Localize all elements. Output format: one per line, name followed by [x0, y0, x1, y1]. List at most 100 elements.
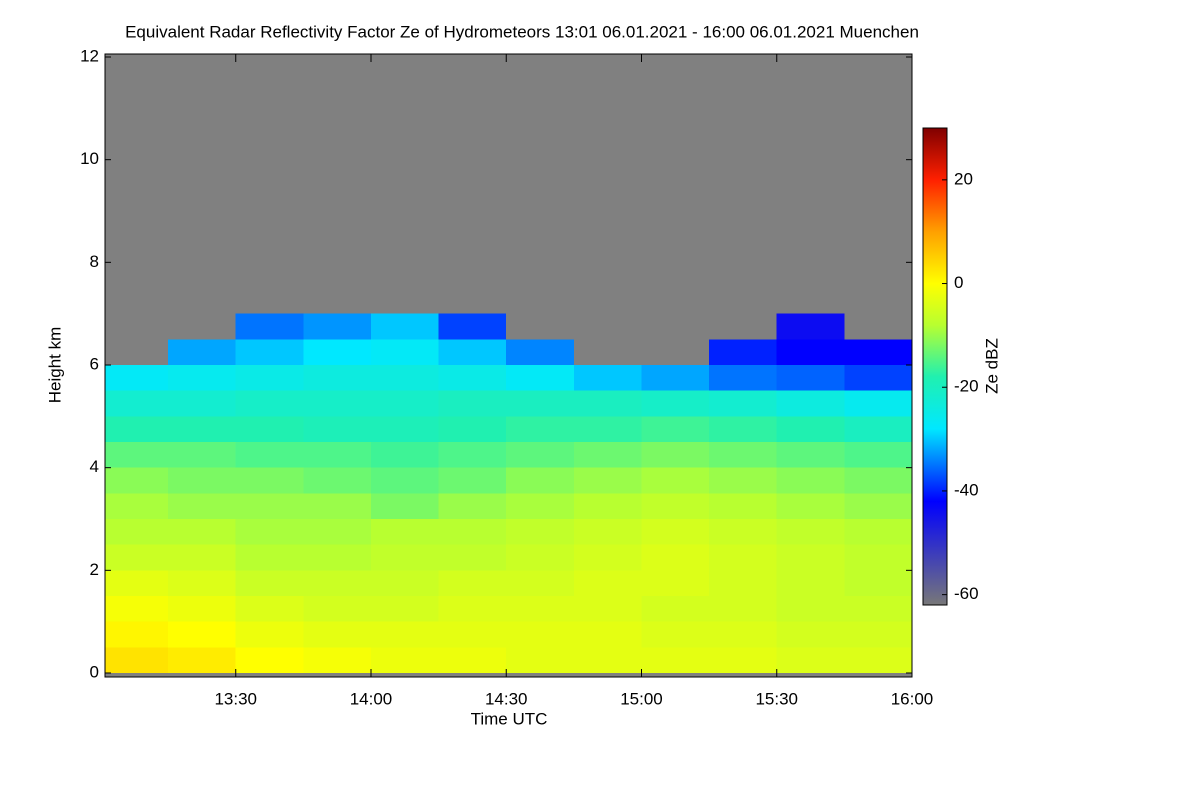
heat-cell — [776, 313, 845, 340]
heat-cell — [506, 442, 574, 468]
heat-cell — [573, 416, 642, 442]
heat-cell — [641, 416, 710, 442]
heat-cell — [168, 365, 236, 391]
heat-cell — [438, 313, 507, 340]
heat-cell — [506, 544, 574, 571]
heat-cell — [105, 467, 169, 494]
heat-cell — [168, 596, 236, 622]
x-tick-label: 16:00 — [891, 689, 934, 708]
heat-cell — [573, 544, 642, 571]
heat-cell — [438, 339, 507, 365]
heat-cell — [105, 519, 169, 545]
heat-cell — [370, 544, 439, 571]
heat-cell — [844, 493, 912, 519]
heat-cell — [370, 390, 439, 417]
heat-cell — [438, 544, 507, 571]
heat-cell — [235, 339, 304, 365]
heat-cell — [641, 647, 710, 673]
heat-cell — [776, 442, 845, 468]
heat-cell — [235, 493, 304, 519]
heat-cell — [506, 339, 574, 365]
heat-cell — [303, 570, 371, 596]
heat-cell — [641, 442, 710, 468]
heat-cell — [438, 647, 507, 673]
colorbar-tick-label: -20 — [954, 377, 979, 396]
colorbar — [922, 127, 948, 606]
heat-cell — [438, 467, 507, 494]
heat-cell — [303, 544, 371, 571]
heat-cell — [573, 519, 642, 545]
colorbar-tick-label: -40 — [954, 480, 979, 499]
heat-cell — [303, 416, 371, 442]
heat-cell — [370, 365, 439, 391]
x-tick-label: 14:00 — [350, 689, 393, 708]
heat-cell — [776, 339, 845, 365]
heat-cell — [844, 621, 912, 648]
heat-cell — [641, 544, 710, 571]
heat-cell — [844, 647, 912, 673]
heat-cell — [370, 570, 439, 596]
heat-cell — [438, 365, 507, 391]
heat-cell — [776, 390, 845, 417]
heat-cell — [105, 493, 169, 519]
heat-cell — [303, 390, 371, 417]
heat-cell — [235, 570, 304, 596]
heat-cell — [370, 519, 439, 545]
heat-cell — [235, 621, 304, 648]
heat-cell — [641, 390, 710, 417]
heat-cell — [776, 544, 845, 571]
colorbar-tick-label: -60 — [954, 584, 979, 603]
heat-cell — [438, 390, 507, 417]
heat-cell — [438, 570, 507, 596]
heat-cell — [168, 647, 236, 673]
heat-cell — [573, 596, 642, 622]
heat-cell — [573, 365, 642, 391]
y-tick-label: 10 — [80, 149, 99, 168]
heat-cell — [303, 467, 371, 494]
y-tick-label: 6 — [90, 354, 99, 373]
heat-cell — [370, 416, 439, 442]
heat-cell — [506, 647, 574, 673]
heat-cell — [235, 390, 304, 417]
heat-cell — [168, 493, 236, 519]
heat-cell — [168, 339, 236, 365]
y-tick-label: 8 — [90, 252, 99, 271]
heat-cell — [105, 416, 169, 442]
colorbar-tick-label: 0 — [954, 273, 963, 292]
heat-cell — [776, 570, 845, 596]
heat-cell — [168, 416, 236, 442]
heat-cell — [370, 621, 439, 648]
heat-cell — [641, 570, 710, 596]
colorbar-label: Ze dBZ — [982, 338, 1001, 394]
heat-cell — [709, 467, 777, 494]
heat-cell — [105, 621, 169, 648]
heat-cell — [303, 621, 371, 648]
heat-cell — [709, 544, 777, 571]
y-tick-label: 2 — [90, 560, 99, 579]
heat-cell — [105, 570, 169, 596]
heat-cell — [168, 390, 236, 417]
heat-cell — [235, 544, 304, 571]
heat-cell — [776, 365, 845, 391]
heat-cell — [303, 313, 371, 340]
colorbar-tick-label: 20 — [954, 169, 973, 188]
heat-cell — [776, 596, 845, 622]
heat-cell — [506, 596, 574, 622]
y-tick-label: 12 — [80, 46, 99, 65]
heat-cell — [235, 416, 304, 442]
heat-cell — [709, 519, 777, 545]
heat-cell — [438, 596, 507, 622]
heat-cell — [506, 365, 574, 391]
heat-cell — [641, 467, 710, 494]
heat-cell — [844, 467, 912, 494]
heat-cell — [641, 365, 710, 391]
x-tick-label: 15:30 — [755, 689, 798, 708]
heat-cell — [573, 493, 642, 519]
heat-cell — [168, 621, 236, 648]
heat-cell — [105, 442, 169, 468]
x-axis-label: Time UTC — [471, 709, 548, 728]
heat-cell — [844, 416, 912, 442]
x-tick-label: 15:00 — [620, 689, 663, 708]
heat-cell — [776, 493, 845, 519]
